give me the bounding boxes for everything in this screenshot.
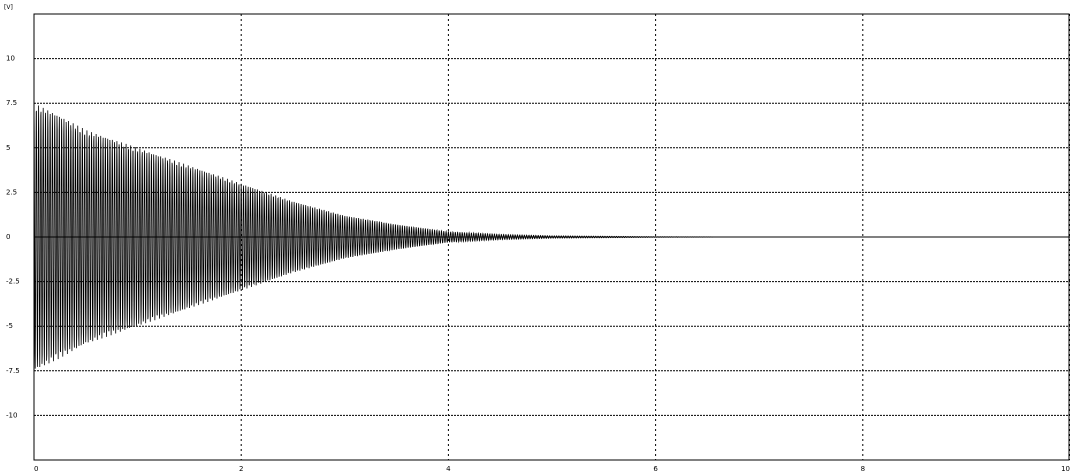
x-tick-label: 8 bbox=[861, 465, 865, 473]
y-tick-label: -7.5 bbox=[6, 367, 20, 375]
y-tick-label: 2.5 bbox=[6, 188, 17, 196]
y-tick-label: -10 bbox=[6, 411, 17, 419]
x-tick-label: 10 bbox=[1061, 465, 1070, 473]
y-tick-label: 0 bbox=[6, 233, 10, 241]
x-tick-label: 6 bbox=[653, 465, 658, 473]
x-tick-label: 2 bbox=[239, 465, 243, 473]
unit-label: [V] bbox=[4, 4, 13, 11]
x-tick-labels: 0 2 4 6 8 10 bbox=[34, 465, 1070, 473]
y-tick-label: -5 bbox=[6, 322, 13, 330]
grid bbox=[33, 13, 1070, 461]
signal-trace bbox=[33, 103, 760, 369]
y-tick-label: 5 bbox=[6, 144, 10, 152]
y-tick-label: -2.5 bbox=[6, 278, 20, 286]
x-tick-label: 4 bbox=[446, 465, 451, 473]
y-tick-label: 7.5 bbox=[6, 99, 17, 107]
x-tick-label: 0 bbox=[34, 465, 38, 473]
y-tick-label: 10 bbox=[6, 55, 15, 63]
y-tick-labels: 10 7.5 5 2.5 0 -2.5 -5 -7.5 -10 bbox=[6, 55, 20, 420]
signal-line bbox=[33, 103, 760, 369]
